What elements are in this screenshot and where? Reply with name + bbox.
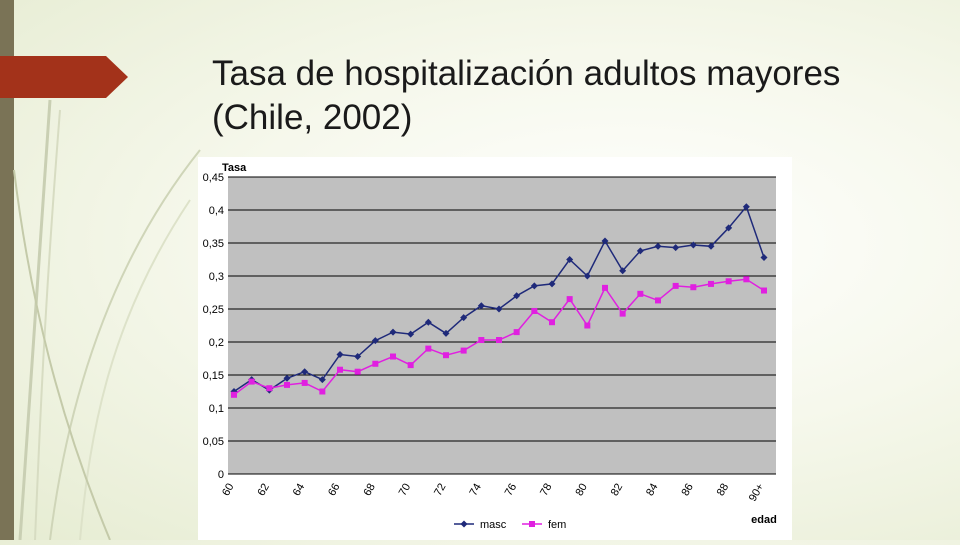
data-point-fem: [496, 337, 502, 344]
data-point-fem: [672, 282, 679, 289]
data-point-masc: [548, 280, 556, 288]
data-point-fem: [761, 287, 767, 294]
data-point-fem: [655, 297, 661, 304]
x-tick-label: 74: [467, 482, 484, 499]
x-tick-label: 80: [573, 482, 590, 499]
title-arrow-icon: [0, 56, 128, 98]
y-tick-label: 0: [218, 469, 224, 481]
data-point-masc: [477, 302, 485, 310]
x-tick-label: 66: [326, 482, 343, 499]
data-point-fem: [549, 319, 555, 326]
data-point-masc: [354, 353, 362, 361]
data-point-masc: [672, 244, 680, 252]
legend-fem-marker: [529, 521, 535, 527]
slide-title-line-1: Tasa de hospitalización adultos mayores: [212, 54, 841, 93]
left-accent-bar: [0, 0, 14, 540]
data-point-fem: [619, 310, 626, 317]
y-tick-label: 0,2: [209, 337, 224, 349]
data-point-masc: [742, 203, 750, 211]
x-tick-label: 62: [255, 482, 272, 499]
y-tick-label: 0,25: [203, 304, 224, 316]
data-point-fem: [602, 284, 608, 291]
y-tick-label: 0,35: [203, 238, 224, 250]
data-point-masc: [583, 272, 591, 280]
data-point-masc: [689, 241, 697, 249]
y-tick-label: 0,15: [203, 370, 224, 382]
x-tick-label: 86: [679, 482, 696, 499]
data-point-masc: [725, 224, 733, 232]
data-point-fem: [372, 360, 379, 367]
data-point-masc: [336, 351, 344, 359]
data-point-masc: [442, 329, 450, 337]
data-point-fem: [337, 366, 343, 373]
plot-area: [228, 177, 776, 474]
data-point-fem: [319, 388, 326, 395]
x-tick-label: 84: [644, 482, 661, 499]
data-point-fem: [231, 391, 237, 398]
data-point-fem: [478, 337, 485, 344]
x-tick-label: 72: [432, 482, 449, 499]
data-point-fem: [460, 347, 467, 354]
data-point-fem: [513, 329, 520, 336]
data-point-masc: [760, 254, 768, 262]
slide-title-line-2: (Chile, 2002): [212, 98, 413, 137]
data-point-masc: [318, 376, 326, 384]
data-point-masc: [566, 256, 574, 263]
data-point-fem: [690, 284, 697, 291]
data-point-masc: [636, 247, 644, 255]
y-tick-label: 0,3: [209, 271, 224, 283]
legend-masc-marker: [460, 520, 468, 528]
data-point-fem: [637, 290, 644, 297]
y-tick-label: 0,45: [203, 172, 224, 184]
data-point-fem: [566, 296, 573, 303]
y-tick-label: 0,4: [209, 205, 224, 217]
data-point-masc: [619, 267, 627, 275]
data-point-fem: [531, 307, 538, 314]
data-point-fem: [284, 381, 290, 388]
y-tick-label: 0,1: [209, 403, 224, 415]
x-tick-label: 68: [361, 482, 378, 499]
y-tick-label: 0,05: [203, 436, 224, 448]
data-point-fem: [708, 280, 714, 287]
legend: masc fem: [454, 519, 566, 531]
legend-fem-label: fem: [548, 519, 566, 531]
x-tick-label: 82: [609, 482, 626, 499]
data-point-masc: [407, 330, 415, 338]
data-point-masc: [654, 242, 662, 250]
data-point-fem: [725, 278, 732, 285]
data-point-masc: [301, 368, 309, 376]
data-point-fem: [584, 322, 591, 329]
data-point-fem: [443, 352, 449, 359]
hospitalization-chart: 0 0,05 0,1 0,15 0,2 0,25 0,3 0,35 0,4 0,45 60 62 64…: [198, 157, 792, 540]
data-point-masc: [601, 237, 609, 245]
data-point-masc: [460, 314, 468, 322]
data-point-masc: [424, 318, 432, 326]
chart-svg: 0 0,05 0,1 0,15 0,2 0,25 0,3 0,35 0,4 0,45 60 62 64…: [198, 157, 792, 540]
x-tick-label: 60: [220, 482, 237, 499]
x-tick-label: 78: [538, 482, 555, 499]
data-point-masc: [707, 242, 715, 250]
data-point-masc: [371, 337, 379, 345]
data-point-fem: [390, 353, 396, 360]
data-point-fem: [743, 276, 750, 283]
data-point-fem: [266, 385, 273, 392]
x-axis-title: edad: [751, 514, 777, 526]
data-point-fem: [407, 362, 414, 369]
data-point-masc: [495, 305, 503, 313]
data-point-masc: [513, 292, 521, 300]
x-tick-label: 76: [503, 482, 520, 499]
data-point-fem: [425, 345, 432, 352]
data-point-fem: [354, 368, 361, 375]
x-tick-label: 88: [715, 482, 732, 499]
data-point-masc: [389, 328, 397, 336]
legend-masc-label: masc: [480, 519, 507, 531]
data-point-fem: [301, 379, 308, 386]
data-point-masc: [530, 282, 538, 290]
slide-title: Tasa de hospitalización adultos mayores …: [212, 52, 912, 140]
x-tick-label: 64: [291, 482, 308, 499]
y-axis-title: Tasa: [222, 162, 247, 174]
data-point-masc: [283, 374, 291, 382]
data-point-fem: [248, 378, 255, 385]
x-tick-label: 70: [397, 482, 414, 499]
